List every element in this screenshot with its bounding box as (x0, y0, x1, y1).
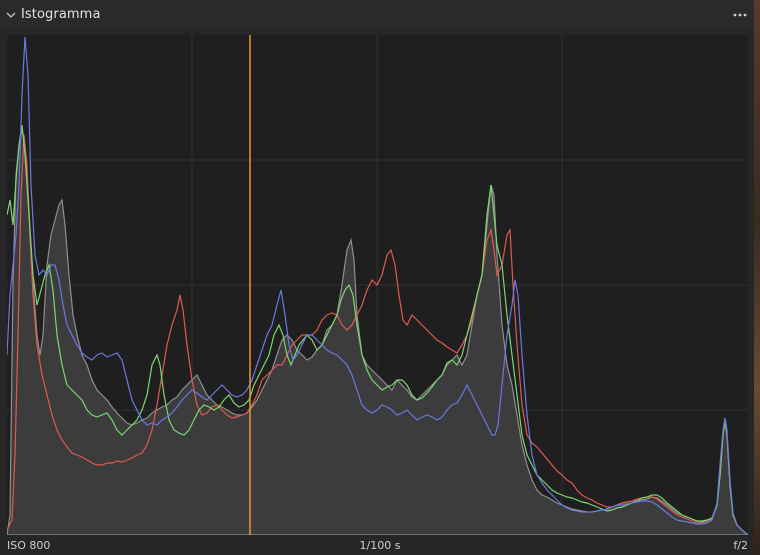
red-channel-line (7, 134, 748, 535)
blue-channel-line (7, 36, 748, 535)
chevron-down-icon[interactable] (5, 9, 17, 21)
background-edge (754, 0, 760, 555)
exif-footer: ISO 800 1/100 s f/2 (0, 536, 760, 555)
panel-header[interactable]: Istogramma (0, 0, 760, 30)
shutter-speed-value: 1/100 s (359, 539, 401, 552)
more-options-icon[interactable] (730, 5, 750, 25)
histogram-svg (7, 35, 748, 535)
iso-value: ISO 800 (7, 539, 51, 552)
histogram-chart[interactable] (7, 35, 748, 535)
aperture-value: f/2 (733, 539, 748, 552)
panel-title: Istogramma (21, 7, 101, 22)
